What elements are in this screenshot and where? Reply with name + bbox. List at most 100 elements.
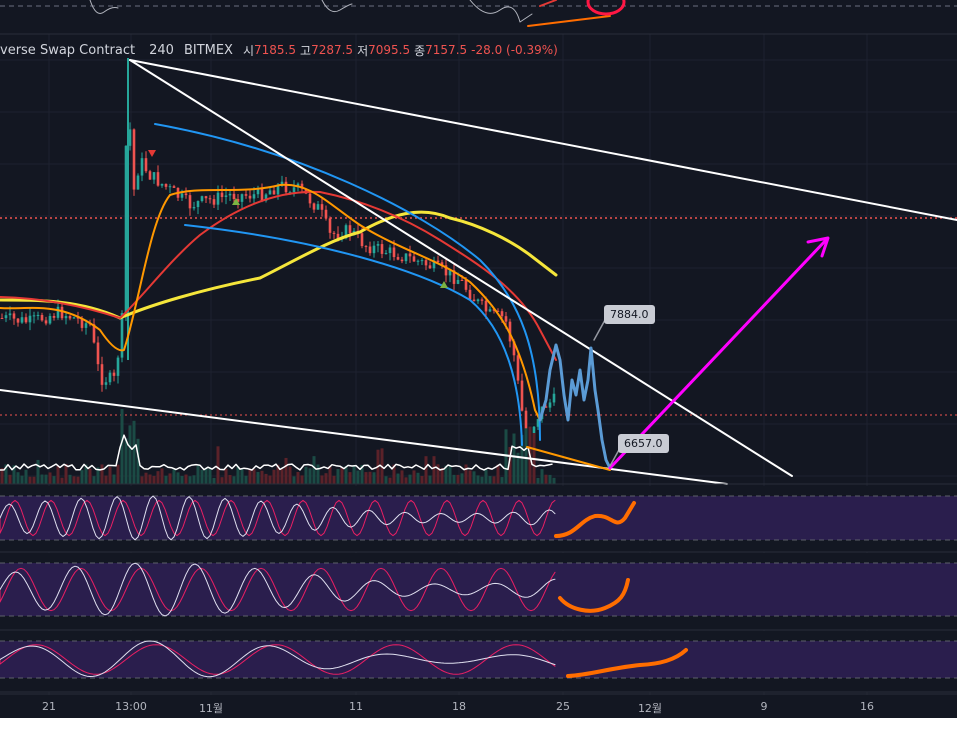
candle-body — [56, 306, 60, 318]
volume-bar — [320, 475, 324, 484]
x-tick: 18 — [452, 700, 466, 713]
candle-body — [404, 253, 408, 262]
candle-body — [104, 382, 108, 385]
price-label-upper[interactable]: 7884.0 — [604, 305, 655, 324]
top-panel — [0, 0, 957, 34]
symbol-name[interactable]: verse Swap Contract — [0, 42, 136, 58]
candle-body — [552, 393, 556, 403]
candle-body — [272, 190, 276, 195]
volume-bar — [96, 467, 100, 484]
volume-bar — [520, 434, 524, 484]
volume-bar — [60, 477, 64, 484]
candle-body — [484, 300, 488, 312]
candle-body — [68, 316, 72, 319]
candle-body — [40, 314, 44, 321]
volume-bar — [0, 468, 4, 484]
candle-body — [204, 196, 208, 199]
candle-body — [24, 317, 28, 323]
candle-body — [260, 188, 264, 201]
volume-bar — [296, 471, 300, 484]
candle-body — [292, 187, 296, 193]
candle-body — [256, 188, 260, 195]
candle-body — [184, 193, 188, 196]
volume-bar — [340, 467, 344, 484]
candle-body — [96, 342, 100, 365]
volume-bar — [204, 467, 208, 484]
volume-bar — [80, 470, 84, 484]
volume-bar — [356, 470, 360, 484]
volume-bar — [52, 476, 56, 484]
trendline-mid — [129, 59, 793, 477]
candle-body — [224, 195, 228, 197]
candle-body — [384, 253, 388, 255]
candle-body — [344, 225, 348, 239]
close-value: 7157.5 — [425, 43, 468, 57]
volume-bar — [56, 465, 60, 484]
volume-bar — [112, 474, 116, 484]
candle-body — [428, 265, 432, 269]
volume-bar — [480, 476, 484, 484]
ma-red-line — [0, 190, 557, 361]
price-label-lower[interactable]: 6657.0 — [618, 434, 669, 453]
volume-bar — [16, 472, 20, 484]
volume-bar — [192, 475, 196, 484]
top-hand-line — [527, 15, 611, 27]
candle-body — [196, 201, 200, 208]
volume-bar — [196, 465, 200, 484]
trendline-upper — [129, 59, 957, 221]
signal-triangle — [440, 281, 448, 288]
volume-bar — [144, 472, 148, 484]
candle-body — [172, 186, 176, 188]
candle-body — [216, 192, 220, 205]
candle-body — [132, 129, 136, 190]
candle-body — [316, 204, 320, 210]
candle-body — [320, 204, 324, 210]
volume-bar — [276, 464, 280, 484]
price-label-pointer — [593, 319, 606, 341]
volume-bar — [412, 470, 416, 484]
candle-body — [520, 380, 524, 411]
candle-body — [16, 318, 20, 323]
volume-bar — [168, 473, 172, 484]
timeframe[interactable]: 240 — [149, 42, 174, 58]
volume-bar — [92, 476, 96, 484]
volume-bar — [504, 429, 508, 484]
candle-body — [220, 192, 224, 197]
high-value: 7287.5 — [311, 43, 354, 57]
candle-body — [524, 410, 528, 434]
arc-inner — [184, 224, 523, 446]
candle-body — [512, 341, 516, 356]
candle-body — [420, 260, 424, 262]
volume-bar — [372, 472, 376, 484]
change-value: -28.0 (-0.39%) — [471, 43, 558, 57]
candle-body — [36, 314, 40, 316]
osc3-hand-projection — [566, 648, 688, 678]
volume-bar — [240, 468, 244, 484]
osc-signal-line — [0, 567, 556, 612]
top-osc-line — [89, 0, 119, 14]
volume-bar — [400, 470, 404, 484]
osc-main-line — [0, 495, 556, 541]
candle-body — [240, 194, 244, 202]
candle-body — [444, 265, 448, 276]
candle-body — [464, 280, 468, 290]
candle-body — [372, 245, 376, 254]
volume-bar — [172, 469, 176, 484]
volume-bar — [324, 473, 328, 484]
candle-body — [152, 172, 156, 180]
low-label: 저 — [357, 43, 369, 58]
candle-body — [332, 232, 336, 234]
candle-body — [72, 317, 76, 319]
short-orange-line — [526, 446, 611, 471]
volume-bar — [248, 468, 252, 484]
candle-body — [536, 419, 540, 427]
candle-body — [148, 171, 152, 180]
volume-bar — [108, 466, 112, 484]
candle-body — [48, 315, 52, 324]
candle-body — [124, 145, 128, 314]
candle-body — [476, 299, 480, 302]
volume-bar — [48, 472, 52, 484]
candle-body — [192, 207, 196, 209]
